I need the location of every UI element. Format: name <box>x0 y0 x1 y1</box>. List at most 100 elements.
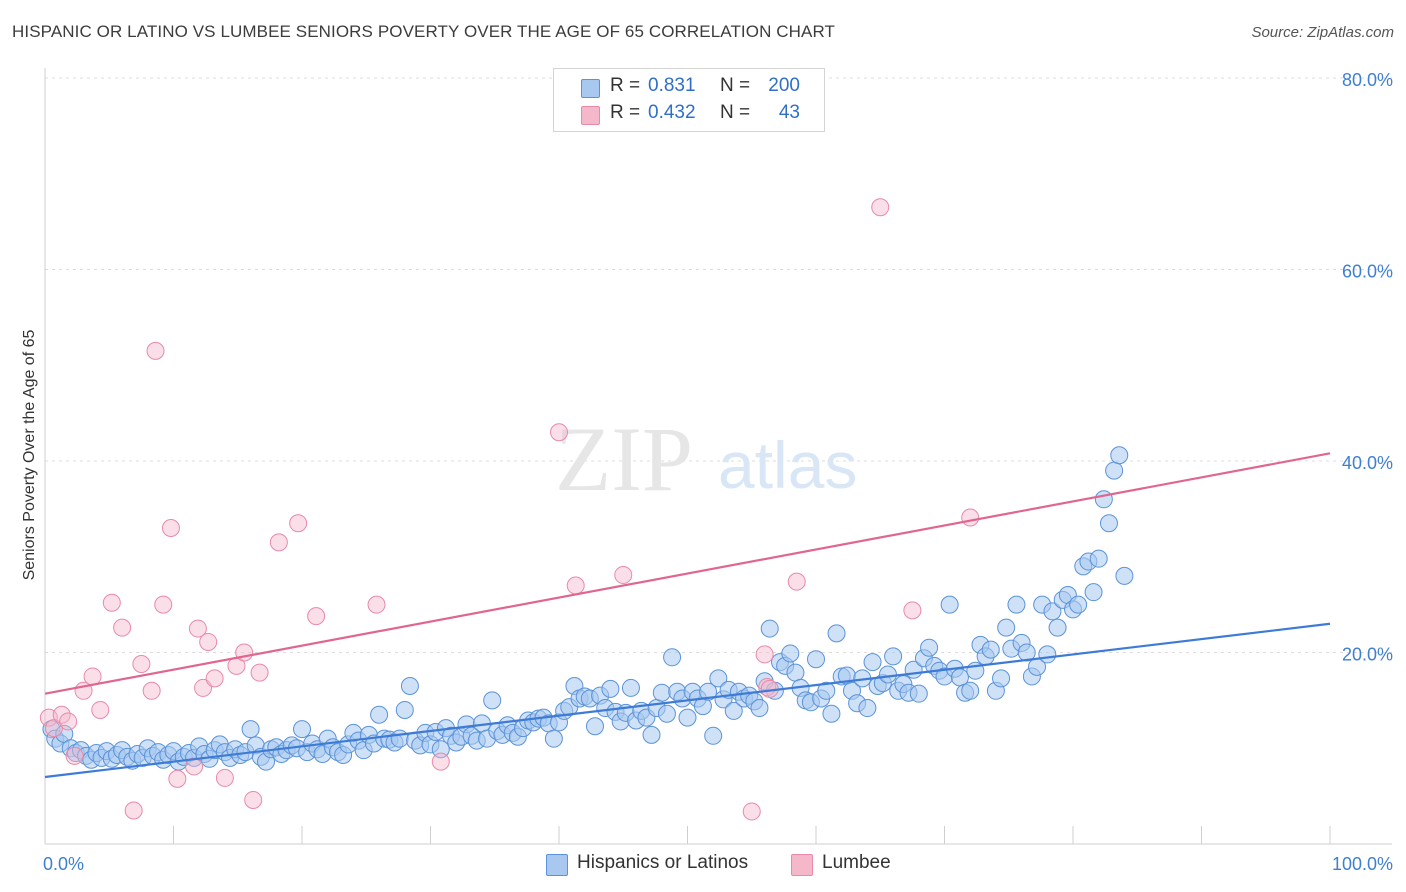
watermark-atlas: atlas <box>718 428 857 502</box>
data-point-hispanics <box>1043 602 1062 621</box>
data-point-lumbee <box>871 198 890 217</box>
y-tick-label: 40.0% <box>1342 453 1393 473</box>
x-tick-label-min: 0.0% <box>43 854 84 874</box>
data-point-hispanics <box>1089 549 1108 568</box>
data-point-lumbee <box>91 700 110 719</box>
data-point-lumbee <box>550 423 568 442</box>
data-point-lumbee <box>113 618 132 637</box>
y-tick-label: 80.0% <box>1342 70 1393 90</box>
data-point-hispanics <box>400 677 419 696</box>
stats-row-hispanics: R = 0.831 N = 200 <box>554 75 824 101</box>
data-point-lumbee <box>755 645 774 664</box>
legend-label-hispanics: Hispanics or Latinos <box>577 852 749 873</box>
x-tick-label-max: 100.0% <box>1332 854 1393 874</box>
data-point-hispanics <box>370 705 389 724</box>
lumbee-swatch <box>581 106 600 125</box>
data-point-hispanics <box>1007 595 1026 614</box>
data-point-hispanics <box>997 618 1016 637</box>
tick-labels: 20.0% 40.0% 60.0% 80.0% 0.0% 100.0% <box>43 70 1393 874</box>
trend-lines <box>44 452 1331 779</box>
data-point-lumbee <box>185 757 204 776</box>
data-point-lumbee <box>250 663 269 682</box>
data-point-lumbee <box>289 514 308 533</box>
data-point-hispanics <box>1099 514 1118 533</box>
hispanics-swatch <box>581 79 600 98</box>
data-point-hispanics <box>940 595 959 614</box>
data-point-lumbee <box>52 705 71 724</box>
trend-line-lumbee <box>44 452 1331 695</box>
source-credit: Source: ZipAtlas.com <box>1251 24 1394 41</box>
data-point-lumbee <box>59 712 78 731</box>
data-point-lumbee <box>146 341 165 360</box>
axes <box>44 68 1392 845</box>
data-point-lumbee <box>154 595 173 614</box>
data-point-lumbee <box>244 790 263 809</box>
data-point-hispanics <box>863 653 882 672</box>
data-point-lumbee <box>367 595 386 614</box>
data-point-hispanics <box>544 729 563 748</box>
data-point-hispanics <box>724 701 743 720</box>
data-point-lumbee <box>124 801 143 820</box>
data-point-hispanics <box>884 647 903 666</box>
data-point-lumbee <box>614 565 633 584</box>
watermark: ZIP atlas <box>555 408 857 510</box>
trend-line-hispanics <box>44 622 1331 779</box>
r-label: R = <box>610 102 641 123</box>
data-point-hispanics <box>920 638 939 657</box>
data-point-hispanics <box>858 699 877 718</box>
gridlines <box>45 77 1392 653</box>
data-point-lumbee <box>787 572 806 591</box>
data-point-hispanics <box>760 619 779 638</box>
y-tick-label: 20.0% <box>1342 645 1393 665</box>
data-point-hispanics <box>293 720 311 739</box>
data-point-hispanics <box>786 663 805 682</box>
data-point-hispanics <box>483 691 502 710</box>
series-lumbee-points <box>39 198 980 821</box>
chart-title: HISPANIC OR LATINO VS LUMBEE SENIORS POV… <box>12 22 836 41</box>
data-point-hispanics <box>878 665 897 684</box>
data-point-lumbee <box>269 533 288 552</box>
data-point-hispanics <box>642 725 661 744</box>
data-point-hispanics <box>1105 461 1124 480</box>
data-point-hispanics <box>657 704 676 723</box>
data-point-hispanics <box>585 717 604 736</box>
legend-swatch-lumbee <box>791 854 813 876</box>
watermark-zip: ZIP <box>555 408 693 510</box>
data-point-hispanics <box>241 720 260 739</box>
data-point-hispanics <box>699 682 718 701</box>
data-point-hispanics <box>678 708 697 727</box>
data-point-hispanics <box>390 729 409 748</box>
data-point-hispanics <box>1069 595 1088 614</box>
data-point-hispanics <box>781 644 800 663</box>
stats-box: R = 0.831 N = 200 R = 0.432 N = 43 <box>553 68 825 132</box>
data-point-hispanics <box>709 669 728 688</box>
data-point-hispanics <box>961 681 980 700</box>
series-hispanics-points <box>42 446 1134 771</box>
data-point-lumbee <box>142 681 161 700</box>
data-point-hispanics <box>1094 490 1113 509</box>
data-point-lumbee <box>961 508 980 527</box>
data-point-lumbee <box>199 632 218 651</box>
data-point-lumbee <box>102 593 121 612</box>
data-point-lumbee <box>65 746 84 765</box>
data-point-hispanics <box>822 704 841 723</box>
n-label: N = <box>720 75 751 96</box>
legend-swatch-hispanics <box>546 854 568 876</box>
data-point-hispanics <box>1115 566 1134 585</box>
data-point-hispanics <box>817 681 836 700</box>
data-point-lumbee <box>566 576 585 595</box>
data-point-hispanics <box>807 650 825 669</box>
data-point-lumbee <box>188 619 207 638</box>
data-point-hispanics <box>909 684 928 703</box>
r-value: 0.432 <box>648 102 696 123</box>
data-point-hispanics <box>1084 583 1103 602</box>
n-value: 43 <box>778 102 800 123</box>
y-tick-label: 60.0% <box>1342 262 1393 282</box>
data-point-lumbee <box>168 769 187 788</box>
data-point-hispanics <box>750 699 769 718</box>
data-point-lumbee <box>194 678 213 697</box>
data-point-hispanics <box>992 669 1011 688</box>
data-point-hispanics <box>1038 645 1057 664</box>
data-point-lumbee <box>307 607 326 626</box>
